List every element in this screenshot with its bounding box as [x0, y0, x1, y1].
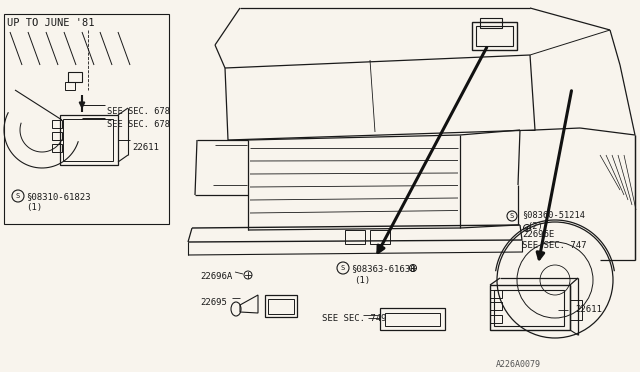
Text: 22696E: 22696E [522, 230, 554, 239]
Bar [65, 82, 75, 90]
Bar [63, 119, 113, 161]
Bar [52, 120, 62, 128]
Bar [494, 290, 564, 326]
Bar [480, 18, 502, 28]
Bar [52, 144, 62, 152]
Bar [476, 26, 513, 46]
Bar [68, 72, 82, 82]
Bar [345, 230, 365, 244]
Text: (1): (1) [354, 276, 370, 285]
Text: SEE SEC. 747: SEE SEC. 747 [522, 241, 586, 250]
Text: SEE SEC. 749: SEE SEC. 749 [322, 314, 387, 323]
Text: S: S [16, 193, 20, 199]
Text: SEE SEC. 678: SEE SEC. 678 [107, 107, 170, 116]
Text: §08363-61638: §08363-61638 [351, 264, 415, 273]
Bar [60, 115, 118, 165]
Text: 22695: 22695 [200, 298, 227, 307]
Text: 22611: 22611 [575, 305, 602, 314]
Bar [490, 285, 570, 330]
Bar [385, 313, 440, 326]
Bar [472, 22, 517, 50]
Text: 22611: 22611 [132, 143, 159, 152]
Bar [490, 290, 502, 298]
Text: S: S [510, 213, 514, 219]
Text: A226A0079: A226A0079 [496, 360, 541, 369]
Text: §08360-51214: §08360-51214 [522, 210, 585, 219]
Text: S: S [341, 265, 345, 271]
Bar [380, 308, 445, 330]
Text: §08310-61823: §08310-61823 [26, 192, 90, 201]
Text: (2): (2) [527, 222, 543, 231]
Bar [490, 315, 502, 323]
Bar [265, 295, 297, 317]
Text: UP TO JUNE '81: UP TO JUNE '81 [7, 18, 95, 28]
Text: SEE SEC. 678: SEE SEC. 678 [107, 120, 170, 129]
Bar [570, 300, 582, 320]
Bar [268, 299, 294, 314]
Bar [52, 132, 62, 140]
Bar [490, 302, 502, 310]
Text: (1): (1) [26, 203, 42, 212]
Text: 22696A: 22696A [200, 272, 232, 281]
Bar [4, 14, 169, 224]
Bar [370, 230, 390, 244]
